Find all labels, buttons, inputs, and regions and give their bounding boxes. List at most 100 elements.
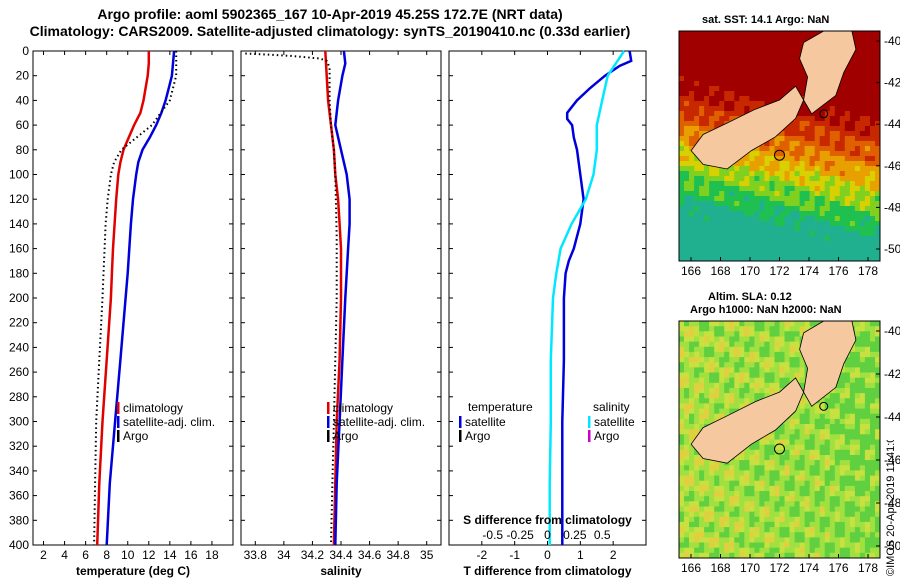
map-y-tick-label: -50 (884, 242, 900, 256)
y-tick-label: 160 (9, 242, 29, 256)
y-tick-label: 220 (9, 316, 29, 330)
y-tick-label: 280 (9, 390, 29, 404)
salinity-xlabel: salinity (320, 564, 362, 578)
legend-item: satellite-adj. clim. (333, 415, 425, 429)
map-x-tick-label: 176 (828, 264, 848, 278)
s-tick-label: -0.25 (506, 528, 534, 542)
map-x-tick-label: 178 (858, 264, 878, 278)
map-x-tick-label: 172 (769, 561, 789, 575)
legend-item: Argo (123, 429, 149, 443)
eddy-marker (819, 401, 829, 411)
temperature-frame (32, 50, 234, 546)
s-tick-label: 0.25 (563, 528, 587, 542)
series-satellite-adj-clim- (334, 50, 351, 546)
legend-item: Argo (465, 429, 491, 443)
map-y-tick-label: -40 (884, 34, 900, 48)
y-tick-label: 0 (22, 44, 29, 58)
map-y-tick-label: -50 (884, 539, 900, 553)
x-tick-label: 12 (142, 548, 156, 562)
sla-map-title-2: Argo h1000: NaN h2000: NaN (690, 304, 842, 316)
x-tick-label: 10 (121, 548, 135, 562)
map-y-tick-label: -42 (884, 367, 900, 381)
map-y-tick-label: -44 (884, 410, 900, 424)
legend-swatch (117, 416, 120, 428)
legend-title-temperature: temperature (468, 400, 533, 414)
south-island-land (690, 85, 805, 170)
x-tick-label: 16 (184, 548, 198, 562)
map-x-tick-label: 168 (710, 561, 730, 575)
map-y-tick-label: -42 (884, 76, 900, 90)
x-tick-label: 34.2 (301, 548, 325, 562)
legend-item: Argo (594, 429, 620, 443)
map-x-tick-label: 176 (828, 561, 848, 575)
legend-swatch (117, 402, 120, 414)
north-island-land (799, 31, 857, 115)
series-climatology (324, 50, 343, 546)
x-tick-label: 2 (40, 548, 47, 562)
y-tick-label: 60 (16, 118, 30, 132)
sla-map-field (679, 321, 880, 558)
x-tick-label: 34.6 (358, 548, 382, 562)
legend-item: satellite (465, 415, 506, 429)
series-salinity-satellite (548, 50, 626, 545)
y-tick-label: 320 (9, 439, 29, 453)
y-tick-label: 300 (9, 415, 29, 429)
s-difference-label: S difference from climatology (463, 513, 632, 527)
legend-swatch (327, 416, 330, 428)
y-tick-label: 80 (16, 143, 30, 157)
x-tick-label: -2 (476, 548, 487, 562)
y-tick-label: 400 (9, 538, 29, 552)
difference-frame (448, 50, 647, 546)
x-tick-label: 4 (61, 548, 68, 562)
y-tick-label: 240 (9, 340, 29, 354)
legend-item: climatology (333, 401, 393, 415)
map-x-tick-label: 174 (799, 561, 819, 575)
sst-map-field (679, 31, 880, 261)
x-tick-label: 34.4 (329, 548, 353, 562)
map-y-tick-label: -46 (884, 453, 900, 467)
series-satellite-adj-clim- (105, 50, 176, 546)
argo-location-marker (774, 443, 785, 455)
s-tick-label: 0.5 (594, 528, 611, 542)
y-tick-label: 40 (16, 93, 30, 107)
temperature-panel: 0 20 40 60 80 100 120 140 160 180 200 220 240 260 280 3… (9, 44, 234, 578)
y-tick-label: 20 (16, 69, 30, 83)
map-y-tick-label: -48 (884, 200, 900, 214)
map-y-tick-label: -40 (884, 324, 900, 338)
s-tick-label: -0.5 (482, 528, 503, 542)
x-tick-label: 33.8 (244, 548, 268, 562)
legend-item: climatology (123, 401, 183, 415)
legend-title-salinity: salinity (593, 400, 630, 414)
y-tick-label: 340 (9, 464, 29, 478)
x-tick-label: 34.8 (386, 548, 410, 562)
y-tick-label: 180 (9, 266, 29, 280)
map-y-tick-label: -48 (884, 496, 900, 510)
x-tick-label: 18 (205, 548, 219, 562)
x-tick-label: 35 (420, 548, 434, 562)
legend-item: satellite-adj. clim. (123, 415, 215, 429)
map-x-tick-label: 172 (769, 264, 789, 278)
map-x-tick-label: 166 (681, 561, 701, 575)
x-tick-label: 6 (82, 548, 89, 562)
y-tick-label: 100 (9, 168, 29, 182)
sst-map-title: sat. SST: 14.1 Argo: NaN (702, 14, 830, 26)
legend-swatch (459, 430, 462, 442)
y-tick-label: 360 (9, 489, 29, 503)
x-tick-label: 2 (610, 548, 617, 562)
legend-swatch (327, 430, 330, 442)
legend-swatch (588, 416, 591, 428)
map-x-tick-label: 170 (740, 264, 760, 278)
y-tick-label: 200 (9, 291, 29, 305)
y-tick-label: 380 (9, 513, 29, 527)
legend-item: Argo (333, 429, 359, 443)
argo-location-marker (774, 149, 785, 161)
x-tick-label: 8 (103, 548, 110, 562)
map-x-tick-label: 168 (710, 264, 730, 278)
difference-panel: -2 -1 0 1 2 T difference from climatology S di… (448, 50, 647, 578)
legend-swatch (588, 430, 591, 442)
x-tick-label: 0 (544, 548, 551, 562)
map-x-tick-label: 178 (858, 561, 878, 575)
legend-swatch (459, 416, 462, 428)
temperature-xlabel: temperature (deg C) (76, 564, 190, 578)
